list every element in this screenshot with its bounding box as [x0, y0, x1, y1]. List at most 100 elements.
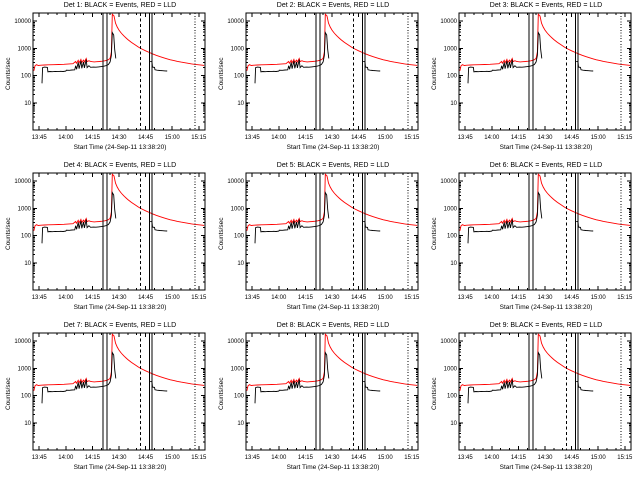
plot-title: Det 2: BLACK = Events, RED = LLD — [276, 2, 390, 9]
svg-text:10000: 10000 — [227, 339, 244, 345]
svg-text:1000: 1000 — [444, 46, 458, 52]
svg-text:14:30: 14:30 — [111, 135, 127, 141]
x-axis-label: Start Time (24-Sep-11 13:38:20) — [73, 304, 167, 311]
y-axis-label: Counts/sec — [5, 57, 12, 90]
svg-text:1000: 1000 — [18, 46, 32, 52]
svg-text:10000: 10000 — [14, 179, 31, 185]
svg-text:13:45: 13:45 — [32, 135, 48, 141]
svg-text:13:45: 13:45 — [32, 455, 48, 461]
svg-text:14:45: 14:45 — [351, 295, 367, 301]
svg-text:100: 100 — [447, 234, 458, 240]
svg-text:10: 10 — [450, 261, 457, 267]
svg-text:13:45: 13:45 — [32, 295, 48, 301]
svg-text:100: 100 — [21, 74, 32, 80]
svg-text:1000: 1000 — [231, 366, 245, 372]
svg-text:14:15: 14:15 — [511, 295, 527, 301]
svg-text:100: 100 — [447, 74, 458, 80]
detector-plot-6: Det 6: BLACK = Events, RED = LLD Counts/… — [427, 160, 640, 320]
svg-text:15:15: 15:15 — [404, 455, 420, 461]
detector-plot-3: Det 3: BLACK = Events, RED = LLD Counts/… — [427, 0, 640, 160]
svg-text:10: 10 — [24, 101, 31, 107]
svg-text:14:00: 14:00 — [484, 295, 500, 301]
svg-text:14:00: 14:00 — [271, 295, 287, 301]
x-axis-label: Start Time (24-Sep-11 13:38:20) — [499, 304, 593, 311]
svg-text:100: 100 — [234, 234, 245, 240]
svg-text:14:45: 14:45 — [564, 455, 580, 461]
svg-text:10000: 10000 — [440, 179, 457, 185]
svg-text:15:15: 15:15 — [617, 295, 633, 301]
x-axis-label: Start Time (24-Sep-11 13:38:20) — [286, 144, 380, 151]
y-axis-label: Counts/sec — [5, 377, 12, 410]
plot-title: Det 3: BLACK = Events, RED = LLD — [489, 2, 603, 9]
svg-text:14:15: 14:15 — [298, 135, 314, 141]
svg-text:1000: 1000 — [231, 206, 245, 212]
detector-plot-5: Det 5: BLACK = Events, RED = LLD Counts/… — [214, 160, 427, 320]
svg-text:14:45: 14:45 — [564, 135, 580, 141]
svg-text:10000: 10000 — [14, 19, 31, 25]
svg-text:14:00: 14:00 — [271, 135, 287, 141]
svg-text:15:00: 15:00 — [378, 455, 394, 461]
svg-text:15:15: 15:15 — [404, 135, 420, 141]
svg-text:10: 10 — [237, 421, 244, 427]
svg-text:100: 100 — [21, 234, 32, 240]
x-axis-label: Start Time (24-Sep-11 13:38:20) — [499, 464, 593, 471]
svg-text:15:15: 15:15 — [617, 135, 633, 141]
svg-text:10000: 10000 — [227, 19, 244, 25]
svg-text:15:00: 15:00 — [165, 135, 181, 141]
svg-text:14:45: 14:45 — [138, 455, 154, 461]
svg-text:15:00: 15:00 — [591, 455, 607, 461]
svg-text:14:15: 14:15 — [298, 455, 314, 461]
plot-canvas: 13:45 14:00 14:15 14:30 14:45 15:00 15:15 10 100… — [14, 172, 207, 301]
svg-text:10000: 10000 — [14, 339, 31, 345]
svg-text:14:30: 14:30 — [111, 295, 127, 301]
y-axis-label: Counts/sec — [218, 217, 225, 250]
svg-text:15:15: 15:15 — [191, 455, 207, 461]
svg-text:15:00: 15:00 — [591, 135, 607, 141]
svg-text:10: 10 — [24, 421, 31, 427]
y-axis-label: Counts/sec — [218, 57, 225, 90]
plot-title: Det 6: BLACK = Events, RED = LLD — [489, 162, 603, 169]
svg-text:14:15: 14:15 — [85, 455, 101, 461]
detector-plot-7: Det 7: BLACK = Events, RED = LLD Counts/… — [1, 320, 214, 480]
svg-text:14:45: 14:45 — [138, 135, 154, 141]
svg-text:14:30: 14:30 — [537, 455, 553, 461]
svg-text:14:15: 14:15 — [511, 455, 527, 461]
plot-title: Det 4: BLACK = Events, RED = LLD — [63, 162, 177, 169]
svg-text:14:15: 14:15 — [298, 295, 314, 301]
svg-text:14:00: 14:00 — [58, 455, 74, 461]
plot-title: Det 5: BLACK = Events, RED = LLD — [276, 162, 390, 169]
svg-text:100: 100 — [234, 74, 245, 80]
svg-text:14:30: 14:30 — [537, 135, 553, 141]
x-axis-label: Start Time (24-Sep-11 13:38:20) — [286, 464, 380, 471]
plot-canvas: 13:45 14:00 14:15 14:30 14:45 15:00 15:15 10 100… — [440, 172, 633, 301]
svg-text:14:15: 14:15 — [511, 135, 527, 141]
svg-text:10000: 10000 — [440, 339, 457, 345]
plot-canvas: 13:45 14:00 14:15 14:30 14:45 15:00 15:15 10 100… — [14, 332, 207, 461]
svg-text:10: 10 — [237, 101, 244, 107]
svg-text:15:00: 15:00 — [378, 135, 394, 141]
svg-text:13:45: 13:45 — [458, 455, 474, 461]
svg-text:14:45: 14:45 — [351, 455, 367, 461]
svg-text:13:45: 13:45 — [245, 135, 261, 141]
svg-text:14:00: 14:00 — [484, 455, 500, 461]
plot-title: Det 9: BLACK = Events, RED = LLD — [489, 322, 603, 329]
x-axis-label: Start Time (24-Sep-11 13:38:20) — [286, 304, 380, 311]
svg-text:100: 100 — [21, 394, 32, 400]
svg-text:14:30: 14:30 — [537, 295, 553, 301]
svg-text:15:15: 15:15 — [191, 295, 207, 301]
detector-plot-8: Det 8: BLACK = Events, RED = LLD Counts/… — [214, 320, 427, 480]
x-axis-label: Start Time (24-Sep-11 13:38:20) — [73, 464, 167, 471]
svg-text:10: 10 — [450, 101, 457, 107]
svg-text:13:45: 13:45 — [458, 295, 474, 301]
detector-plot-1: Det 1: BLACK = Events, RED = LLD Counts/… — [1, 0, 214, 160]
svg-text:10: 10 — [237, 261, 244, 267]
x-axis-label: Start Time (24-Sep-11 13:38:20) — [499, 144, 593, 151]
y-axis-label: Counts/sec — [5, 217, 12, 250]
plot-canvas: 13:45 14:00 14:15 14:30 14:45 15:00 15:15 10 100… — [440, 332, 633, 461]
svg-text:13:45: 13:45 — [245, 455, 261, 461]
y-axis-label: Counts/sec — [431, 377, 438, 410]
detector-plot-2: Det 2: BLACK = Events, RED = LLD Counts/… — [214, 0, 427, 160]
svg-text:1000: 1000 — [18, 206, 32, 212]
svg-text:14:45: 14:45 — [138, 295, 154, 301]
svg-text:15:15: 15:15 — [617, 455, 633, 461]
